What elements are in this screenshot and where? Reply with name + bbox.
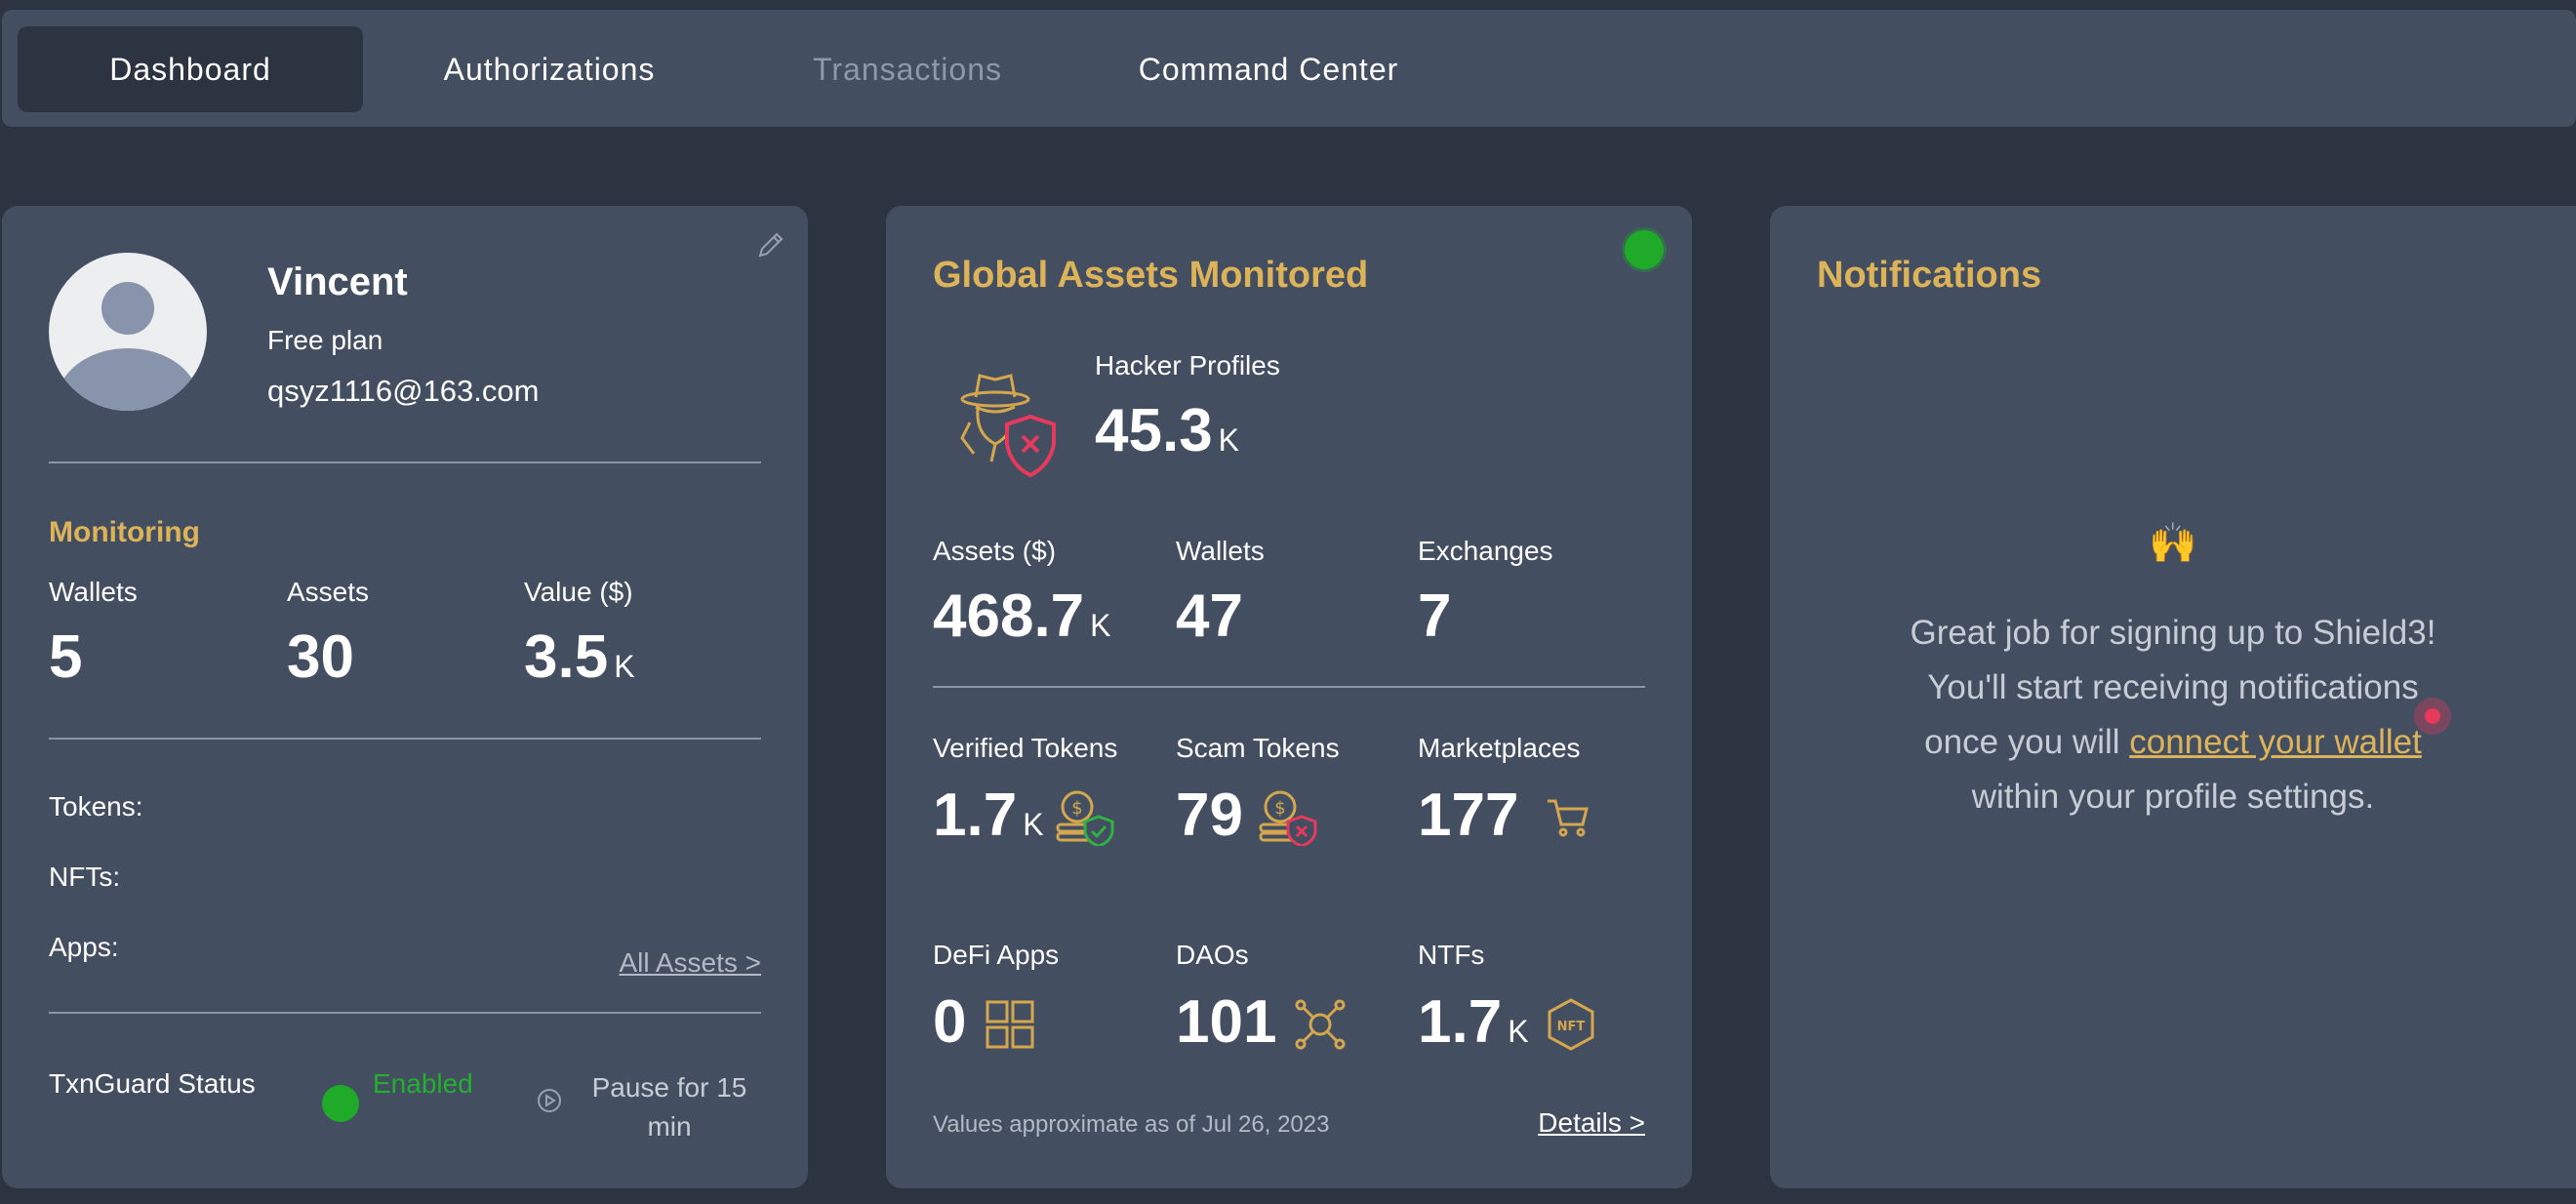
divider — [49, 738, 761, 740]
notif-line: once you will connect your wallet — [1924, 723, 2422, 761]
hacker-shield-icon — [948, 364, 1066, 481]
tab-command-center[interactable]: Command Center — [1138, 51, 1399, 87]
top-nav: Dashboard Authorizations Transactions Co… — [2, 10, 2576, 127]
all-assets-link[interactable]: All Assets > — [619, 947, 761, 978]
tokens-label: Tokens: — [49, 791, 143, 822]
ntfs-label: NTFs — [1418, 940, 1485, 970]
status-green-dot — [322, 1085, 359, 1122]
cart-icon — [1544, 795, 1590, 838]
ntfs-value: 1.7 K — [1418, 988, 1529, 1056]
edit-pencil-icon[interactable] — [755, 229, 786, 261]
tab-authorizations[interactable]: Authorizations — [443, 51, 656, 87]
svg-text:NFT: NFT — [1557, 1020, 1586, 1034]
daos-value: 101 — [1176, 988, 1277, 1056]
apps-label: Apps: — [49, 932, 119, 962]
details-link[interactable]: Details > — [1538, 1107, 1645, 1138]
svg-text:$: $ — [1274, 798, 1285, 819]
scam-tokens-label: Scam Tokens — [1176, 733, 1340, 763]
daos-label: DAOs — [1176, 940, 1249, 970]
monitor-value-label: Value ($) — [524, 577, 633, 607]
profile-plan: Free plan — [267, 325, 383, 355]
notification-empty-message: Great job for signing up to Shield3! You… — [1770, 606, 2576, 824]
tab-transactions[interactable]: Transactions — [813, 51, 1002, 87]
verified-tokens-label: Verified Tokens — [933, 733, 1118, 763]
grid-apps-icon — [986, 1000, 1034, 1049]
monitoring-title: Monitoring — [49, 516, 200, 548]
values-approx-note: Values approximate as of Jul 26, 2023 — [933, 1111, 1330, 1138]
tab-dashboard[interactable]: Dashboard — [18, 26, 363, 112]
notif-line: You'll start receiving notifications — [1927, 668, 2419, 706]
verified-tokens-value: 1.7 K — [933, 782, 1044, 849]
monitor-value-value: 3.5 K — [524, 623, 635, 691]
divider — [933, 686, 1645, 688]
pause-15-min-button[interactable]: Pause for 15 min — [591, 1072, 747, 1142]
monitor-wallets-label: Wallets — [49, 577, 138, 607]
txnguard-status: Enabled — [373, 1068, 473, 1099]
wallets-label: Wallets — [1176, 536, 1265, 566]
notif-line: within your profile settings. — [1971, 778, 2375, 816]
network-nodes-icon — [1294, 998, 1347, 1051]
defi-apps-value: 0 — [933, 988, 967, 1056]
live-status-dot — [1625, 230, 1664, 269]
profile-email: qsyz1116@163.com — [267, 374, 540, 408]
nfts-label: NFTs: — [49, 862, 121, 892]
svg-text:$: $ — [1071, 798, 1082, 819]
scam-tokens-value: 79 — [1176, 782, 1243, 849]
monitor-wallets-value: 5 — [49, 623, 83, 691]
verified-coins-icon: $ — [1054, 787, 1116, 848]
exchanges-value: 7 — [1418, 582, 1452, 650]
txnguard-label: TxnGuard Status — [49, 1068, 256, 1099]
profile-name: Vincent — [267, 261, 408, 303]
nft-hexagon-icon: NFT — [1548, 998, 1594, 1051]
global-assets-title: Global Assets Monitored — [933, 255, 1369, 296]
monitor-assets-value: 30 — [287, 623, 354, 691]
profile-card: Vincent Free plan qsyz1116@163.com Monit… — [2, 206, 808, 1188]
marketplaces-label: Marketplaces — [1418, 733, 1581, 763]
wallets-value: 47 — [1176, 582, 1243, 650]
defi-apps-label: DeFi Apps — [933, 940, 1060, 970]
notif-line: Great job for signing up to Shield3! — [1910, 614, 2436, 652]
play-circle-icon[interactable] — [537, 1088, 562, 1113]
pulse-indicator-dot — [2414, 698, 2451, 735]
scam-coins-icon: $ — [1257, 787, 1319, 848]
raised-hands-icon: 🙌 — [2149, 522, 2197, 565]
exchanges-label: Exchanges — [1418, 536, 1553, 566]
assets-usd-label: Assets ($) — [933, 536, 1057, 566]
assets-usd-value: 468.7 K — [933, 582, 1111, 650]
divider — [49, 462, 761, 463]
marketplaces-value: 177 — [1418, 782, 1519, 849]
monitor-assets-label: Assets — [287, 577, 370, 607]
connect-wallet-link[interactable]: connect your wallet — [2129, 723, 2422, 761]
hacker-profiles-value: 45.3 K — [1095, 397, 1240, 464]
global-assets-card: Global Assets Monitored Hacker Profiles … — [886, 206, 1692, 1188]
notifications-title: Notifications — [1817, 255, 2042, 296]
hacker-profiles-label: Hacker Profiles — [1095, 350, 1280, 381]
avatar[interactable] — [49, 253, 207, 411]
notifications-card: Notifications 🙌 Great job for signing up… — [1770, 206, 2576, 1188]
divider — [49, 1012, 761, 1014]
